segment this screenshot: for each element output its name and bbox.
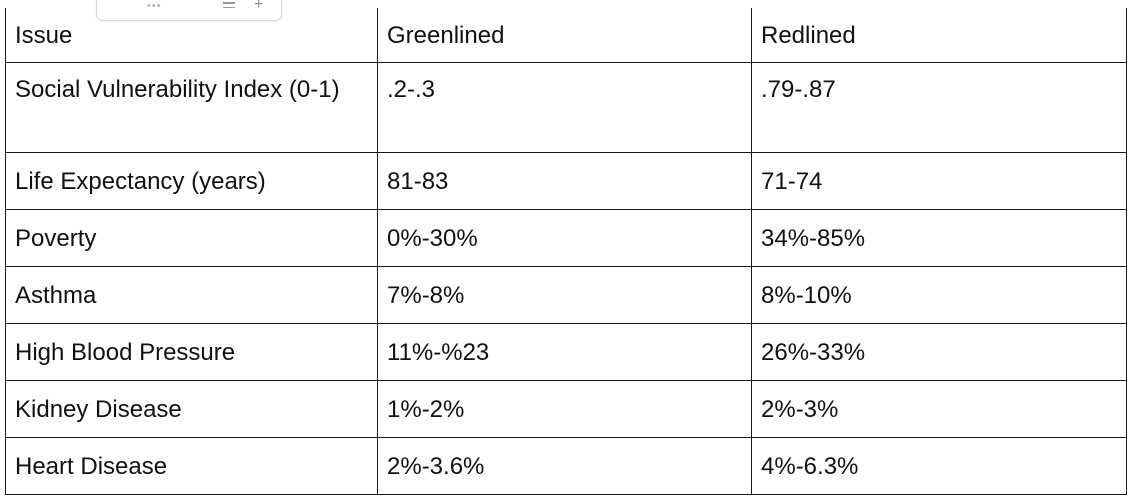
table-row: Asthma 7%-8% 8%-10%: [5, 265, 1127, 324]
table-cell-redlined[interactable]: 34%-85%: [751, 208, 1127, 267]
table-cell-issue[interactable]: Heart Disease: [5, 436, 378, 495]
table-cell-issue[interactable]: Asthma: [5, 265, 378, 324]
table-cell-issue[interactable]: Life Expectancy (years): [5, 151, 378, 210]
table-row: Life Expectancy (years) 81-83 71-74: [5, 151, 1127, 210]
table-row: Kidney Disease 1%-2% 2%-3%: [5, 379, 1127, 438]
table-cell-redlined[interactable]: 71-74: [751, 151, 1127, 210]
table-cell-greenlined[interactable]: 11%-%23: [377, 322, 752, 381]
header-cell-redlined[interactable]: Redlined: [751, 8, 1127, 63]
plus-icon[interactable]: +: [254, 0, 264, 13]
table-floating-toolbar: ••• +: [96, 0, 282, 21]
table-row: Social Vulnerability Index (0-1) .2-.3 .…: [5, 61, 1127, 153]
table-cell-greenlined[interactable]: 1%-2%: [377, 379, 752, 438]
table-cell-redlined[interactable]: .79-.87: [751, 61, 1127, 153]
header-cell-greenlined[interactable]: Greenlined: [377, 8, 752, 63]
table-cell-issue[interactable]: High Blood Pressure: [5, 322, 378, 381]
table-cell-redlined[interactable]: 8%-10%: [751, 265, 1127, 324]
table-row: Poverty 0%-30% 34%-85%: [5, 208, 1127, 267]
table-cell-redlined[interactable]: 26%-33%: [751, 322, 1127, 381]
table-cell-greenlined[interactable]: 81-83: [377, 151, 752, 210]
table-cell-redlined[interactable]: 4%-6.3%: [751, 436, 1127, 495]
minus-icon[interactable]: [223, 2, 235, 10]
table-cell-issue[interactable]: Social Vulnerability Index (0-1): [5, 61, 378, 153]
table-cell-greenlined[interactable]: 2%-3.6%: [377, 436, 752, 495]
table-cell-issue[interactable]: Kidney Disease: [5, 379, 378, 438]
more-horizontal-icon[interactable]: •••: [147, 0, 162, 12]
table-cell-redlined[interactable]: 2%-3%: [751, 379, 1127, 438]
table-cell-greenlined[interactable]: 7%-8%: [377, 265, 752, 324]
table-row: High Blood Pressure 11%-%23 26%-33%: [5, 322, 1127, 381]
table-cell-issue[interactable]: Poverty: [5, 208, 378, 267]
table-cell-greenlined[interactable]: .2-.3: [377, 61, 752, 153]
table-cell-greenlined[interactable]: 0%-30%: [377, 208, 752, 267]
comparison-table: Issue Greenlined Redlined Social Vulnera…: [5, 8, 1127, 495]
table-row: Heart Disease 2%-3.6% 4%-6.3%: [5, 436, 1127, 495]
